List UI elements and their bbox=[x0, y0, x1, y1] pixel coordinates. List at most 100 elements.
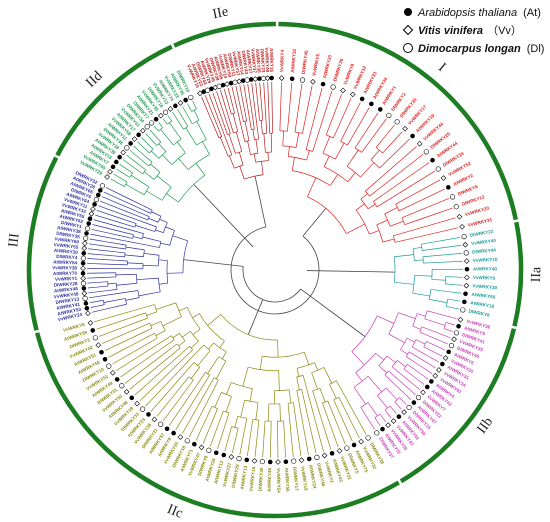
tree-leaf-branch bbox=[124, 356, 161, 384]
tree-leaf-branch bbox=[87, 253, 117, 257]
filled-circle-icon bbox=[84, 231, 89, 236]
tree-node-branch bbox=[186, 307, 201, 330]
tree-backbone-branch bbox=[306, 270, 395, 273]
tree-internal-branch bbox=[209, 408, 218, 429]
filled-circle-icon bbox=[463, 291, 468, 297]
tree-internal-branch bbox=[121, 171, 130, 178]
tree-node-branch bbox=[391, 360, 398, 368]
tree-internal-branch bbox=[109, 241, 127, 246]
tree-node-branch bbox=[384, 213, 391, 227]
tree-internal-branch bbox=[244, 121, 250, 141]
tree-leaf-branch bbox=[271, 82, 273, 112]
tree-internal-branch bbox=[215, 360, 227, 380]
tree-backbone-branch bbox=[300, 288, 366, 337]
tree-leaf-branch bbox=[297, 83, 303, 112]
tree-node-branch bbox=[136, 274, 138, 284]
tree-internal-branch bbox=[288, 389, 292, 404]
clade-arcs bbox=[26, 21, 524, 519]
tree-internal-branch bbox=[278, 370, 280, 391]
tree-leaf-branch bbox=[88, 248, 117, 253]
diamond-icon bbox=[442, 355, 449, 361]
tree-leaf-branch bbox=[259, 82, 262, 104]
tree-internal-branch bbox=[225, 396, 232, 413]
tree-node-branch bbox=[169, 230, 175, 246]
tree-internal-branch bbox=[305, 139, 310, 150]
tree-internal-branch bbox=[415, 339, 426, 345]
tree-internal-branch bbox=[355, 203, 365, 211]
tree-internal-branch bbox=[150, 163, 161, 173]
tree-internal-branch bbox=[183, 379, 194, 394]
tree-node-branch bbox=[403, 364, 408, 370]
tree-internal-branch bbox=[412, 292, 430, 297]
open-circle-icon bbox=[461, 234, 467, 240]
tree-node-branch bbox=[254, 138, 259, 141]
tree-node-branch bbox=[171, 152, 186, 165]
diamond-icon bbox=[390, 418, 397, 424]
tree-internal-branch bbox=[206, 377, 215, 392]
leaf-label: DlWRKY39 bbox=[208, 57, 220, 82]
tree-internal-branch bbox=[124, 254, 144, 258]
tree-internal-branch bbox=[253, 153, 257, 163]
leaf-label: AtWRKY27 bbox=[245, 49, 253, 74]
tree-internal-branch bbox=[115, 181, 125, 187]
diamond-icon bbox=[349, 91, 356, 98]
tree-internal-branch bbox=[375, 134, 387, 148]
leaf-label: DlWRKY46 bbox=[316, 463, 326, 488]
tree-node-branch bbox=[355, 352, 376, 373]
tree-internal-branch bbox=[443, 328, 448, 330]
tree-node-branch bbox=[360, 198, 369, 210]
tree-node-branch bbox=[311, 367, 325, 374]
tree-leaf-branch bbox=[187, 103, 191, 110]
tree-leaf-branch bbox=[90, 233, 142, 245]
tree-node-branch bbox=[373, 201, 378, 208]
clade-label: I bbox=[435, 60, 448, 75]
tree-node-branch bbox=[124, 181, 128, 187]
tree-leaf-branch bbox=[416, 188, 445, 203]
tree-internal-branch bbox=[311, 372, 318, 390]
clade-label: IIc bbox=[165, 502, 185, 522]
filled-circle-icon bbox=[377, 107, 383, 112]
tree-leaf-branch bbox=[212, 92, 222, 117]
tree-internal-branch bbox=[244, 418, 248, 430]
tree-internal-branch bbox=[422, 248, 432, 251]
species-markers bbox=[80, 75, 470, 465]
tree-internal-branch bbox=[193, 110, 200, 121]
tree-internal-branch bbox=[445, 283, 457, 286]
tree-internal-branch bbox=[138, 291, 161, 297]
tree-leaf-branch bbox=[96, 210, 123, 220]
leaf-label: AtWRKY20 bbox=[322, 54, 333, 79]
tree-internal-branch bbox=[263, 420, 266, 440]
tree-internal-branch bbox=[312, 141, 317, 152]
open-circle-icon bbox=[374, 430, 380, 436]
tree-internal-branch bbox=[115, 273, 137, 276]
tree-internal-branch bbox=[224, 135, 233, 155]
diamond-icon bbox=[275, 459, 281, 465]
tree-leaf-branch bbox=[134, 356, 178, 396]
leaf-label: DlWRKY11 bbox=[227, 53, 237, 77]
tree-leaf-branch bbox=[338, 97, 352, 127]
tree-internal-branch bbox=[319, 388, 326, 403]
tree-internal-branch bbox=[382, 140, 395, 154]
legend-code: (Dl) bbox=[527, 43, 545, 55]
tree-node-branch bbox=[158, 127, 163, 132]
tree-internal-branch bbox=[375, 352, 385, 361]
leaf-label: VvWRKY49 bbox=[264, 47, 270, 72]
diamond-icon bbox=[420, 389, 426, 396]
tree-leaf-branch bbox=[386, 124, 395, 135]
tree-internal-branch bbox=[196, 372, 206, 386]
tree-internal-branch bbox=[146, 311, 158, 316]
tree-internal-branch bbox=[108, 289, 118, 291]
tree-internal-branch bbox=[189, 108, 192, 112]
filled-circle-icon bbox=[359, 96, 365, 102]
tree-internal-branch bbox=[283, 420, 285, 439]
legend-species: Arabidopsis thaliana bbox=[417, 7, 517, 19]
open-circle-icon bbox=[244, 77, 250, 83]
tree-leaf-branch bbox=[99, 200, 137, 216]
tree-internal-branch bbox=[155, 335, 172, 346]
tree-internal-branch bbox=[423, 346, 437, 354]
tree-internal-branch bbox=[229, 155, 235, 169]
tree-leaf-branch bbox=[112, 345, 145, 365]
diamond-icon bbox=[321, 452, 328, 459]
tree-internal-branch bbox=[156, 175, 172, 188]
tree-node-branch bbox=[191, 108, 197, 112]
